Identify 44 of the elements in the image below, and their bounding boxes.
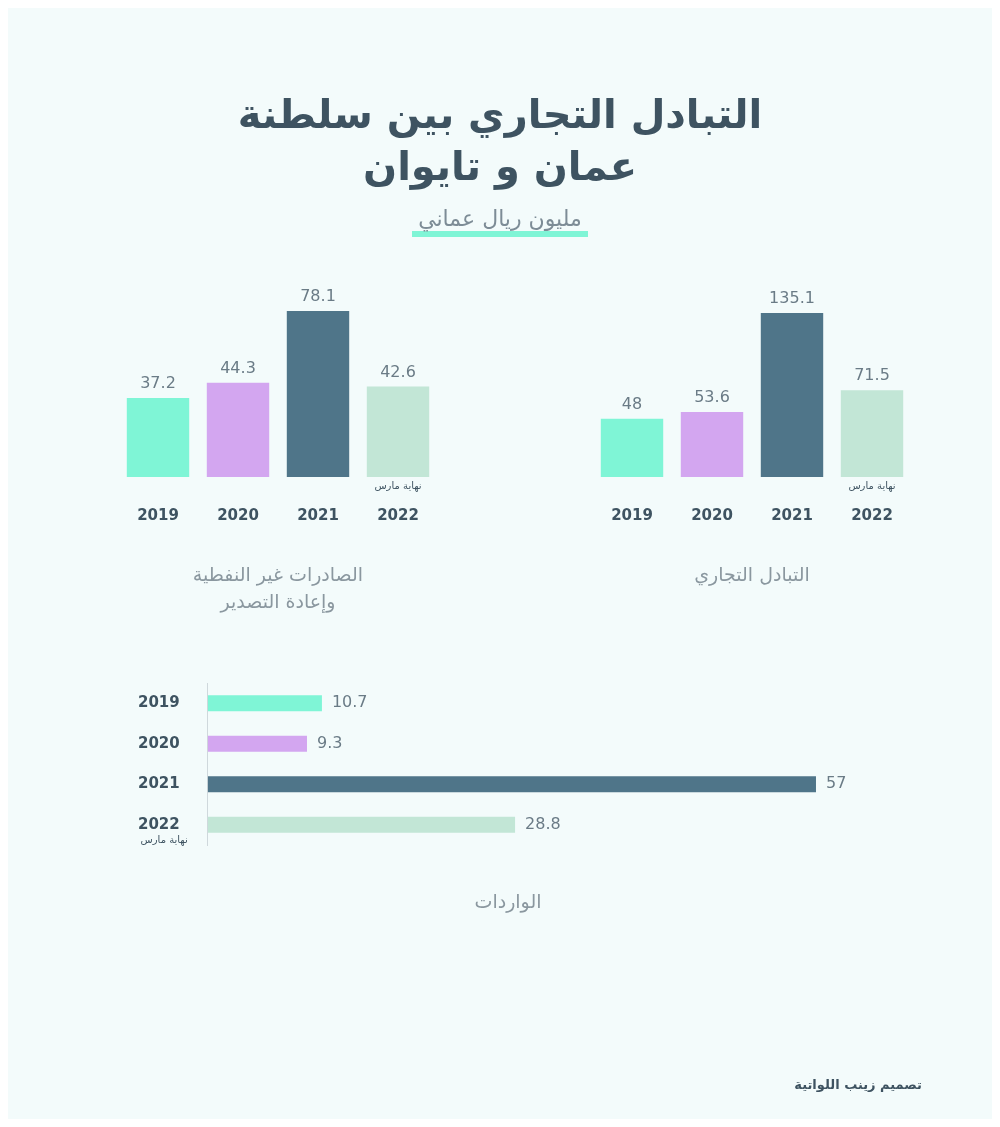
data-label: 135.1 (769, 288, 815, 308)
chart-title: التبادل التجاري بين سلطنة عمان و تايوان (236, 90, 764, 192)
y-tick-label: 2021 (138, 774, 180, 793)
bar (366, 386, 430, 477)
bar (126, 397, 190, 477)
chart-subtitle: مليون ريال عماني (412, 206, 588, 237)
bar (286, 311, 350, 477)
bar (206, 382, 270, 477)
bar (207, 816, 516, 834)
data-label: 42.6 (380, 361, 416, 381)
bar (680, 411, 744, 477)
data-label: 10.7 (331, 692, 368, 712)
bar (760, 312, 824, 477)
data-label: 28.8 (525, 814, 561, 834)
x-tick-label: 2021 (297, 505, 339, 524)
bar (207, 695, 322, 712)
bar (207, 776, 816, 793)
x-tick-label: 2020 (217, 505, 259, 524)
data-label: 57 (825, 773, 847, 793)
data-label: 78.1 (300, 286, 336, 306)
y-tick-label: 2019 (138, 693, 180, 712)
x-axis-title: الصادرات غير النفطية وإعادة التصدير (191, 562, 365, 615)
data-label: 48 (621, 393, 643, 413)
x-tick-label: 2022 (851, 505, 893, 524)
text: نهاية مارس (140, 834, 188, 847)
data-label: 44.3 (220, 358, 256, 378)
y-tick-label: 2022 (138, 814, 180, 833)
text: نهاية مارس (374, 479, 422, 492)
data-label: 9.3 (316, 733, 343, 753)
x-tick-label: 2022 (377, 505, 419, 524)
x-axis-title: التبادل التجاري (693, 562, 811, 588)
bar (840, 390, 904, 477)
x-tick-label: 2021 (771, 505, 813, 524)
x-tick-label: 2020 (691, 505, 733, 524)
data-label: 71.5 (854, 365, 890, 385)
bar (207, 735, 307, 753)
data-label: 53.6 (694, 387, 730, 407)
x-tick-label: 2019 (611, 505, 653, 524)
data-label: 37.2 (140, 373, 176, 393)
bar (600, 418, 664, 477)
x-axis-title: الواردات (473, 889, 543, 915)
text: تصميم زينب اللواتية (794, 1077, 922, 1092)
y-tick-label: 2020 (138, 733, 180, 752)
text: نهاية مارس (848, 479, 896, 492)
